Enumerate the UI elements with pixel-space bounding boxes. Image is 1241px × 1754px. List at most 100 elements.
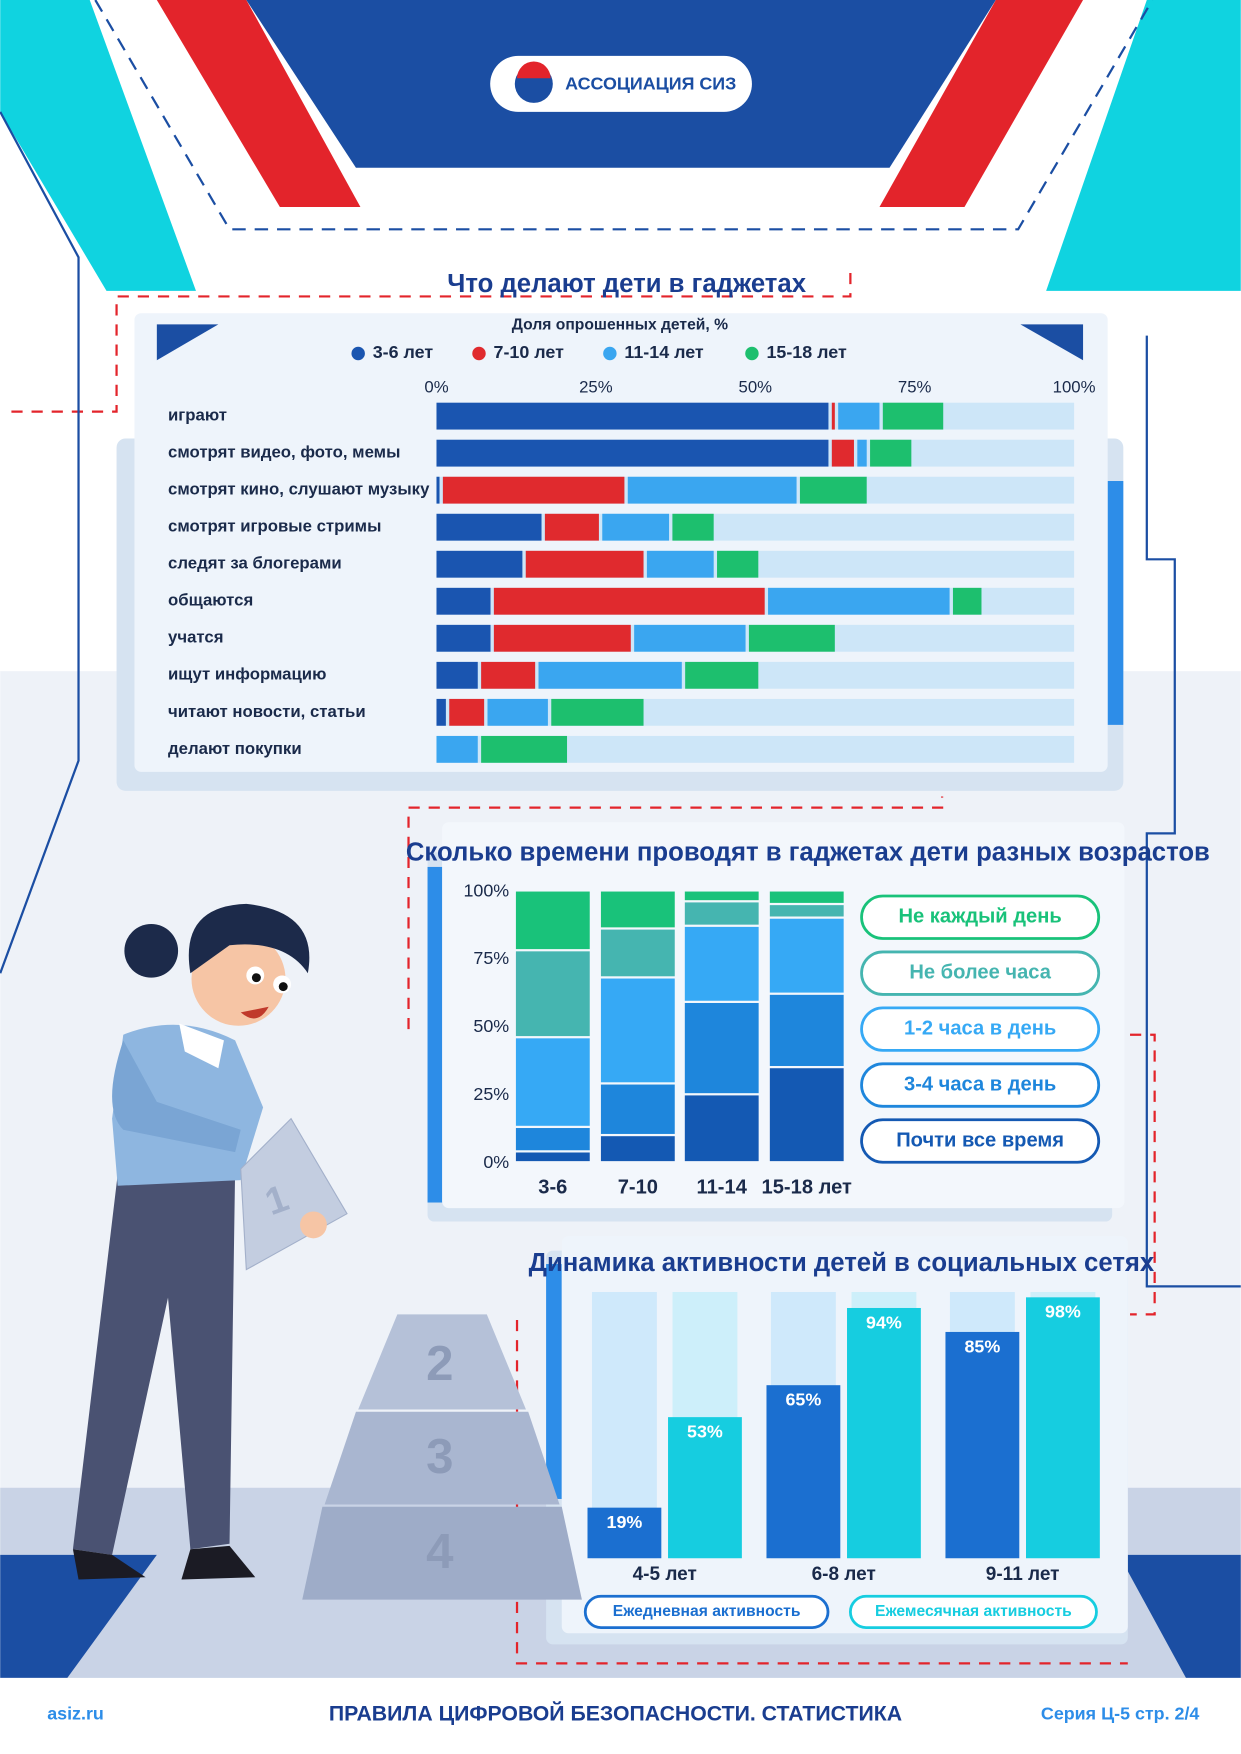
bar-segment bbox=[600, 978, 675, 1083]
shoe bbox=[72, 1549, 146, 1580]
bar-segment bbox=[449, 698, 485, 726]
bar-segment bbox=[627, 476, 797, 504]
chart-title: Сколько времени проводят в гаджетах дети… bbox=[406, 838, 1210, 866]
legend-pill bbox=[848, 1594, 1098, 1629]
category-label: играют bbox=[168, 406, 227, 425]
podium-number: 3 bbox=[426, 1429, 453, 1484]
axis-title: Доля опрошенных детей, % bbox=[512, 317, 728, 334]
x-tick-label: 50% bbox=[739, 378, 773, 397]
hair bbox=[124, 923, 179, 978]
category-label: общаются bbox=[168, 591, 253, 610]
x-tick-label: 9-11 лет bbox=[986, 1564, 1060, 1585]
legend-label: Ежемесячная активность bbox=[875, 1603, 1072, 1620]
bar-segment bbox=[769, 905, 844, 917]
bar-segment bbox=[525, 550, 644, 578]
bar-segment bbox=[436, 513, 542, 541]
category-label: читают новости, статьи bbox=[168, 702, 366, 721]
x-tick-label: 25% bbox=[579, 378, 613, 397]
legend-marker bbox=[351, 346, 365, 361]
y-tick-label: 25% bbox=[473, 1084, 509, 1104]
bar-segment bbox=[602, 513, 670, 541]
bar bbox=[587, 1507, 662, 1559]
eye bbox=[251, 973, 261, 983]
panel-accent bbox=[546, 1264, 562, 1499]
bar-segment bbox=[515, 891, 590, 950]
chart-title: Что делают дети в гаджетах bbox=[447, 270, 806, 298]
bar-segment bbox=[831, 439, 854, 467]
category-label: учатся bbox=[168, 628, 223, 647]
legend-label: 3-4 часа в день bbox=[904, 1073, 1056, 1095]
frame-line bbox=[1145, 335, 1241, 1288]
bar-segment bbox=[481, 735, 568, 763]
category-label: делают покупки bbox=[168, 739, 302, 758]
bar-segment bbox=[799, 476, 867, 504]
logo-text: АССОЦИАЦИЯ СИЗ bbox=[565, 74, 736, 94]
category-label: ищут информацию bbox=[168, 665, 326, 684]
value-label: 85% bbox=[964, 1336, 1000, 1356]
bar-segment bbox=[684, 1095, 759, 1162]
bar-segment bbox=[538, 661, 682, 689]
bar-segment bbox=[838, 402, 880, 430]
bar-segment bbox=[952, 587, 982, 615]
legend-label: 7-10 лет bbox=[494, 342, 565, 362]
y-tick-label: 75% bbox=[473, 948, 509, 968]
legend-label: 11-14 лет bbox=[624, 342, 704, 362]
bar-segment bbox=[515, 951, 590, 1037]
x-tick-label: 3-6 bbox=[538, 1176, 567, 1198]
legend-pill bbox=[860, 950, 1101, 996]
legend-pill bbox=[860, 1062, 1101, 1108]
podium-number: 2 bbox=[426, 1336, 453, 1391]
value-label: 94% bbox=[866, 1312, 902, 1332]
dashed-line bbox=[1130, 1033, 1156, 1316]
bar-segment bbox=[769, 994, 844, 1066]
corner bbox=[0, 1554, 157, 1678]
frame-line bbox=[0, 111, 80, 974]
bar-segment bbox=[481, 661, 536, 689]
bar-segment bbox=[487, 698, 548, 726]
bar-segment bbox=[493, 587, 765, 615]
value-label: 98% bbox=[1045, 1302, 1081, 1322]
podium-number: 4 bbox=[426, 1524, 454, 1579]
legend-label: 15-18 лет bbox=[766, 342, 847, 362]
collar bbox=[179, 1023, 224, 1069]
panel-accent bbox=[427, 866, 444, 1203]
bar-segment bbox=[684, 902, 759, 925]
bar-segment bbox=[544, 513, 599, 541]
legs bbox=[72, 1168, 236, 1555]
dashed-line bbox=[515, 1319, 1128, 1665]
bar-segment bbox=[515, 1038, 590, 1126]
x-tick-label: 6-8 лет bbox=[812, 1564, 876, 1585]
bar-segment bbox=[436, 698, 446, 726]
corner bbox=[1118, 1554, 1241, 1678]
legend-marker bbox=[745, 346, 759, 361]
bar-segment bbox=[436, 661, 478, 689]
legend-label: Почти все время bbox=[896, 1129, 1064, 1151]
value-label: 65% bbox=[786, 1390, 822, 1410]
x-tick-label: 75% bbox=[898, 378, 932, 397]
footer-site[interactable]: asiz.ru bbox=[47, 1704, 104, 1724]
legend-label: Не более часа bbox=[909, 962, 1051, 984]
bar bbox=[1026, 1297, 1100, 1559]
bar-segment bbox=[634, 624, 746, 652]
bar bbox=[668, 1417, 742, 1559]
bar-segment bbox=[769, 891, 844, 903]
logo-pill bbox=[490, 55, 752, 112]
bar-segment bbox=[515, 1152, 590, 1162]
bar-segment bbox=[436, 476, 440, 504]
bar-segment bbox=[685, 661, 759, 689]
footer-title: ПРАВИЛА ЦИФРОВОЙ БЕЗОПАСНОСТИ. СТАТИСТИК… bbox=[329, 1700, 902, 1725]
bar-segment bbox=[600, 929, 675, 977]
bar-segment bbox=[646, 550, 714, 578]
bar-segment bbox=[600, 1136, 675, 1162]
x-tick-label: 100% bbox=[1053, 378, 1096, 397]
bar-segment bbox=[831, 402, 835, 430]
legend-label: 1-2 часа в день bbox=[904, 1017, 1056, 1039]
podium bbox=[358, 1314, 526, 1410]
x-tick-label: 11-14 bbox=[697, 1176, 748, 1198]
bar-segment bbox=[684, 1002, 759, 1094]
stripe bbox=[879, 0, 1084, 207]
bar bbox=[766, 1385, 841, 1559]
bar-segment bbox=[436, 587, 491, 615]
bar-segment bbox=[870, 439, 912, 467]
